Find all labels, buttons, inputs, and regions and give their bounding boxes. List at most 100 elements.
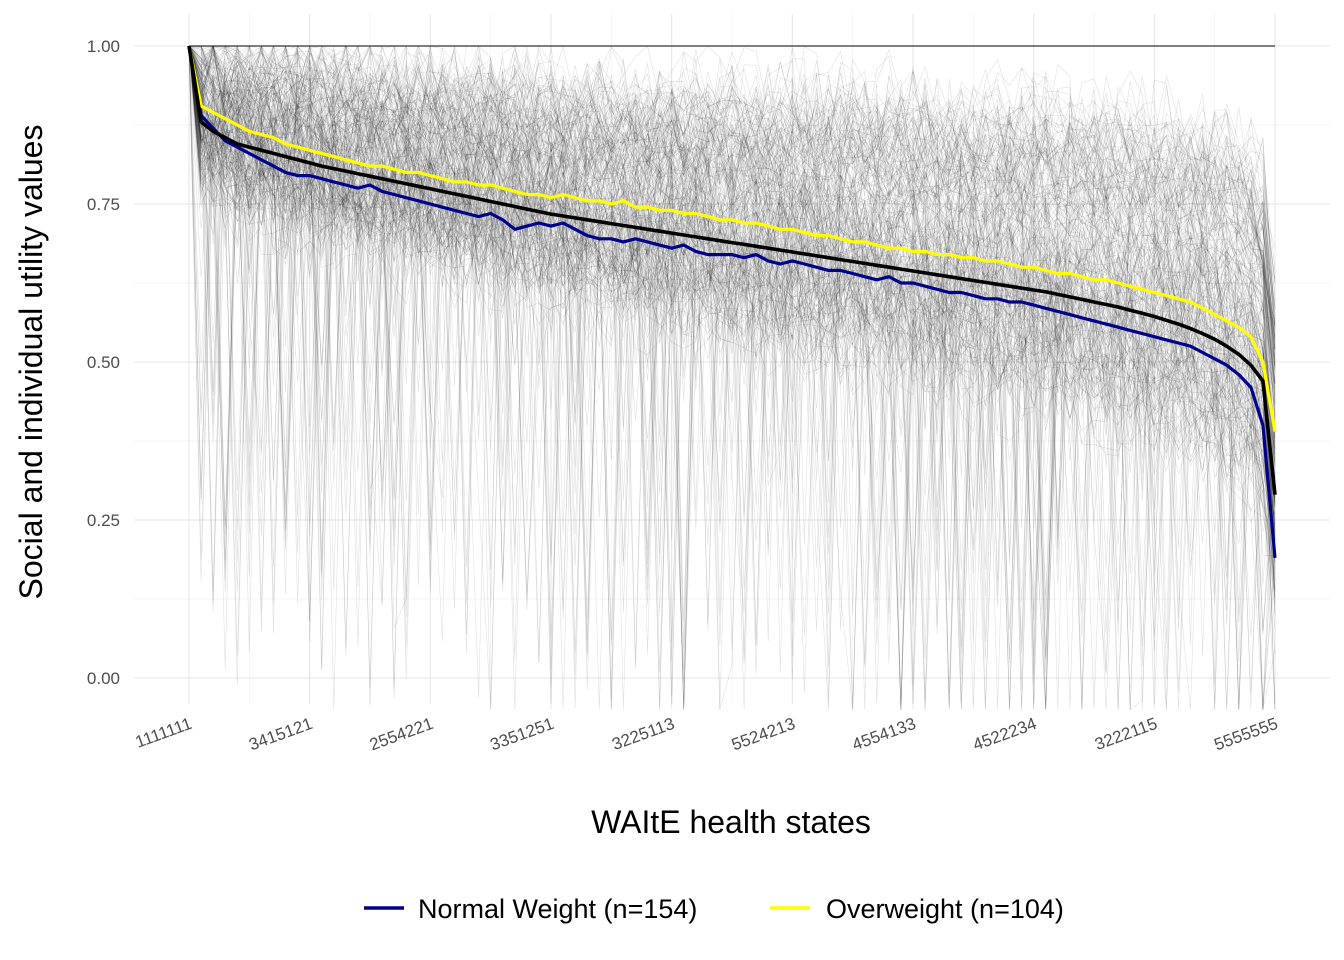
- individual-line: [188, 45, 1276, 710]
- individual-line: [188, 45, 1276, 457]
- individual-line: [188, 45, 1276, 670]
- individual-line: [188, 45, 1276, 592]
- grid: [134, 14, 1330, 704]
- individual-line: [188, 45, 1276, 623]
- individual-line: [188, 45, 1276, 710]
- individual-line: [188, 45, 1276, 710]
- individual-line: [188, 45, 1276, 710]
- individual-line: [188, 45, 1276, 710]
- individual-line: [188, 45, 1276, 622]
- individual-line: [188, 45, 1276, 710]
- individual-line: [188, 45, 1276, 512]
- individual-line: [189, 45, 1276, 710]
- individual-line: [188, 45, 1276, 710]
- x-tick-label: 3351251: [488, 714, 557, 754]
- individual-line: [188, 45, 1276, 710]
- individual-line: [188, 45, 1276, 710]
- individual-line: [188, 45, 1276, 671]
- individual-line: [188, 45, 1276, 652]
- overweight-line: [187, 45, 1277, 432]
- individual-line: [189, 45, 1276, 493]
- individual-line: [188, 44, 1276, 460]
- individual-line: [188, 45, 1276, 392]
- individual-line: [188, 45, 1276, 600]
- individual-line: [188, 45, 1276, 557]
- individual-line: [188, 45, 1276, 710]
- individual-line: [188, 45, 1276, 710]
- individual-line: [188, 45, 1276, 694]
- individual-line: [188, 45, 1276, 652]
- individual-line: [188, 45, 1276, 615]
- x-axis-title: WAItE health states: [591, 804, 871, 840]
- individual-line: [188, 45, 1276, 710]
- individual-line: [188, 45, 1276, 506]
- individual-line: [188, 45, 1276, 710]
- individual-line: [188, 45, 1276, 521]
- individual-line: [188, 45, 1276, 445]
- individual-line: [188, 45, 1276, 419]
- individual-line: [188, 45, 1276, 592]
- individual-line: [188, 45, 1276, 706]
- individual-line: [188, 45, 1276, 479]
- individual-line: [188, 45, 1276, 621]
- individual-line: [188, 45, 1276, 596]
- x-tick-label: 4554133: [850, 714, 919, 754]
- individual-line: [188, 45, 1276, 710]
- individual-line: [188, 45, 1276, 710]
- individual-line: [188, 45, 1276, 710]
- individual-line: [188, 45, 1276, 710]
- individual-line: [188, 45, 1276, 710]
- individual-line: [188, 44, 1276, 647]
- individual-line: [188, 45, 1276, 710]
- individual-line: [188, 45, 1276, 643]
- individual-line: [188, 45, 1276, 646]
- y-axis-ticks: 0.00 0.25 0.50 0.75 1.00: [87, 37, 120, 688]
- individual-line: [188, 45, 1276, 384]
- individual-line: [188, 45, 1276, 710]
- individual-line: [188, 45, 1276, 344]
- individual-line: [188, 45, 1276, 623]
- individual-line: [188, 45, 1276, 675]
- individual-line: [188, 45, 1276, 708]
- individual-line: [189, 45, 1276, 507]
- individual-line: [188, 45, 1276, 710]
- individual-line: [189, 45, 1276, 612]
- x-tick-label: 5555555: [1212, 714, 1281, 754]
- individual-line: [188, 45, 1276, 540]
- individual-line: [188, 45, 1276, 631]
- individual-line: [188, 45, 1276, 385]
- individual-line: [188, 45, 1276, 710]
- individual-line: [188, 45, 1276, 710]
- individual-line: [188, 45, 1276, 460]
- individual-line: [188, 45, 1276, 594]
- individual-line: [188, 45, 1276, 600]
- individual-line: [188, 45, 1276, 604]
- individual-line: [188, 45, 1276, 665]
- individual-line: [188, 45, 1276, 537]
- individual-line: [188, 45, 1276, 644]
- individual-line: [188, 45, 1276, 692]
- individual-line: [188, 45, 1276, 397]
- individual-line: [188, 45, 1276, 707]
- individual-line: [188, 45, 1276, 642]
- individual-line: [188, 45, 1276, 710]
- individual-line: [189, 45, 1276, 565]
- individual-line: [188, 45, 1276, 426]
- individual-line: [188, 45, 1276, 327]
- individual-line: [188, 45, 1276, 710]
- individual-line: [189, 45, 1276, 560]
- individual-line: [188, 45, 1276, 675]
- individual-line: [188, 45, 1276, 710]
- individual-line: [188, 45, 1276, 662]
- series-lines: [187, 45, 1277, 559]
- y-tick-label: 0.00: [87, 669, 120, 688]
- individual-line: [188, 45, 1276, 539]
- individual-line: [188, 45, 1276, 468]
- individual-line: [188, 45, 1276, 698]
- individual-line: [188, 45, 1276, 644]
- individual-line: [188, 45, 1276, 710]
- individual-line: [188, 45, 1276, 375]
- x-tick-label: 4522234: [970, 714, 1039, 754]
- individual-line: [188, 45, 1276, 323]
